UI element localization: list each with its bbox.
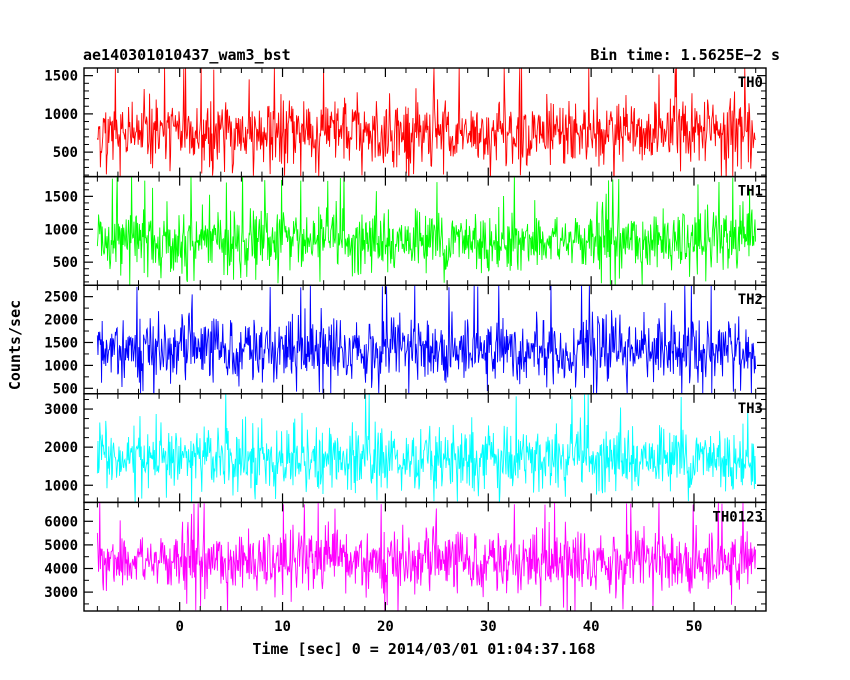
y-tick-label: 1500 (44, 69, 78, 85)
y-tick-label: 3000 (44, 402, 78, 418)
panel-th1: 500 1000 1500 TH1 (44, 175, 767, 286)
x-tick-label: 20 (377, 619, 394, 635)
panel-th0123: 3000 4000 5000 6000 TH0123 (44, 501, 767, 612)
x-tick-label: 30 (480, 619, 497, 635)
bin-time-label: Bin time: 1.5625E−2 s (590, 46, 780, 64)
y-tick-label: 5000 (44, 538, 78, 554)
y-axis-label: Counts/sec (6, 300, 24, 390)
x-tick-label: 50 (686, 619, 703, 635)
series-line-th0 (96, 68, 756, 177)
x-tick-label: 40 (583, 619, 600, 635)
x-axis-label: Time [sec] 0 = 2014/03/01 01:04:37.168 (252, 640, 595, 658)
y-tick-label: 2000 (44, 313, 78, 329)
panel-th2: 500 1000 1500 2000 2500 TH2 (44, 284, 767, 397)
panel-label-th2: TH2 (738, 292, 763, 308)
y-tick-label: 500 (53, 145, 78, 161)
series-line-th0123 (96, 502, 757, 611)
y-tick-label: 1000 (44, 222, 78, 238)
y-tick-label: 1000 (44, 478, 78, 494)
panel-label-th0123: TH0123 (712, 509, 763, 525)
y-tick-label: 500 (53, 381, 78, 397)
x-tick-label: 0 (175, 619, 183, 635)
y-tick-label: 1500 (44, 189, 78, 205)
y-tick-label: 2500 (44, 290, 78, 306)
y-tick-label: 1500 (44, 335, 78, 351)
y-tick-label: 4000 (44, 562, 78, 578)
y-tick-label: 2000 (44, 440, 78, 456)
chart-title: ae140301010437_wam3_bst (83, 46, 291, 64)
y-tick-label: 1000 (44, 107, 78, 123)
y-tick-label: 1000 (44, 358, 78, 374)
x-tick-label: 10 (274, 619, 291, 635)
y-tick-label: 6000 (44, 514, 78, 530)
panel-label-th3: TH3 (738, 401, 763, 417)
y-tick-label: 3000 (44, 585, 78, 601)
series-line-th1 (96, 176, 757, 286)
series-line-th2 (96, 285, 757, 394)
series-line-th3 (96, 393, 757, 503)
panel-th3: 1000 2000 3000 TH3 (44, 393, 767, 504)
y-tick-label: 500 (53, 255, 78, 271)
panel-th0: 500 1000 1500 TH0 (44, 67, 767, 178)
panel-label-th0: TH0 (738, 75, 763, 91)
panel-label-th1: TH1 (738, 184, 763, 200)
